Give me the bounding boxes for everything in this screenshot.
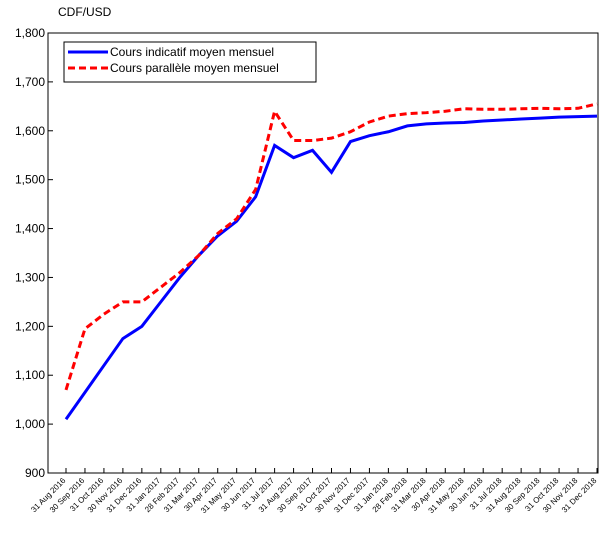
- y-tick-label: 1,400: [15, 222, 45, 236]
- y-tick-label: 1,800: [15, 26, 45, 40]
- plot-frame: [47, 32, 599, 474]
- y-tick-label: 1,700: [15, 75, 45, 89]
- legend-box: [63, 41, 317, 83]
- y-tick-label: 1,300: [15, 270, 45, 284]
- y-tick-label: 1,200: [15, 319, 45, 333]
- y-tick-label: 1,600: [15, 124, 45, 138]
- y-tick-label: 1,500: [15, 173, 45, 187]
- series-line: [64, 114, 598, 421]
- legend-label: Cours parallèle moyen mensuel: [110, 61, 279, 75]
- y-tick-label: 1,000: [15, 417, 45, 431]
- legend-label: Cours indicatif moyen mensuel: [110, 45, 274, 59]
- y-axis-label: CDF/USD: [58, 5, 112, 19]
- y-tick-label: 1,100: [15, 368, 45, 382]
- series-line: [64, 102, 598, 391]
- y-tick-label: 900: [25, 466, 45, 480]
